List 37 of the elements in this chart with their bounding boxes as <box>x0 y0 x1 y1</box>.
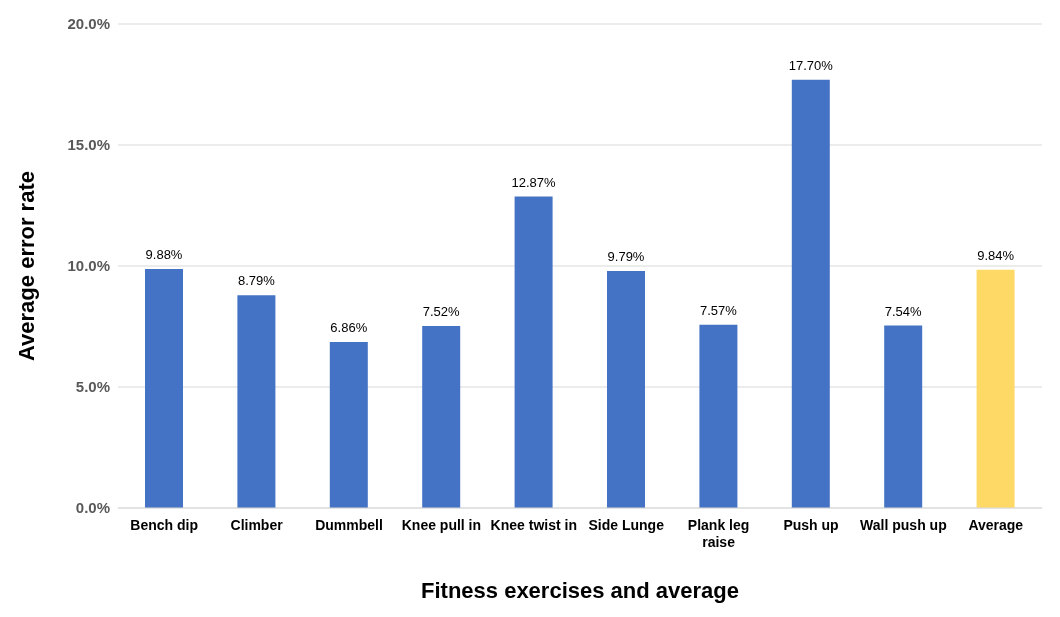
y-tick-label: 5.0% <box>75 378 110 396</box>
bar <box>976 269 1015 508</box>
data-label: 12.87% <box>511 174 557 190</box>
x-tick-label: Wall push up <box>860 517 947 533</box>
bar <box>422 326 461 508</box>
data-label: 7.57% <box>699 302 738 318</box>
data-label: 6.86% <box>330 319 368 335</box>
x-tick-label: Push up <box>783 517 839 533</box>
y-tick-label: 10.0% <box>67 257 110 275</box>
x-tick-label: Knee twist in <box>490 517 577 533</box>
data-label: 8.79% <box>237 273 276 289</box>
data-label: 7.52% <box>422 304 461 320</box>
y-tick-label: 0.0% <box>75 499 110 517</box>
y-tick-label: 15.0% <box>67 136 110 154</box>
bar <box>145 268 183 508</box>
x-tick-label: Bench dip <box>130 517 199 533</box>
bar <box>699 324 738 508</box>
data-label: 7.54% <box>884 303 923 319</box>
x-tick-label: Dummbell <box>315 517 383 533</box>
x-tick-label: Climber <box>230 517 284 533</box>
bar <box>884 325 923 508</box>
data-label: 9.79% <box>607 249 645 265</box>
data-label: 17.70% <box>788 57 834 73</box>
x-tick-label: Knee pull in <box>401 517 482 533</box>
bar <box>607 271 645 508</box>
x-tick-label: Plank leg raise <box>687 517 750 550</box>
bar <box>514 196 553 508</box>
bar <box>329 341 368 508</box>
data-label: 9.88% <box>145 246 183 262</box>
x-axis-title: Fitness exercises and average <box>421 578 739 603</box>
y-axis-title: Average error rate <box>13 171 39 361</box>
data-label: 9.84% <box>977 247 1015 263</box>
x-tick-label: Side Lunge <box>588 517 665 533</box>
y-tick-label: 20.0% <box>67 15 110 33</box>
bar <box>237 295 276 508</box>
bar <box>791 79 830 508</box>
x-tick-label: Average <box>968 517 1024 533</box>
